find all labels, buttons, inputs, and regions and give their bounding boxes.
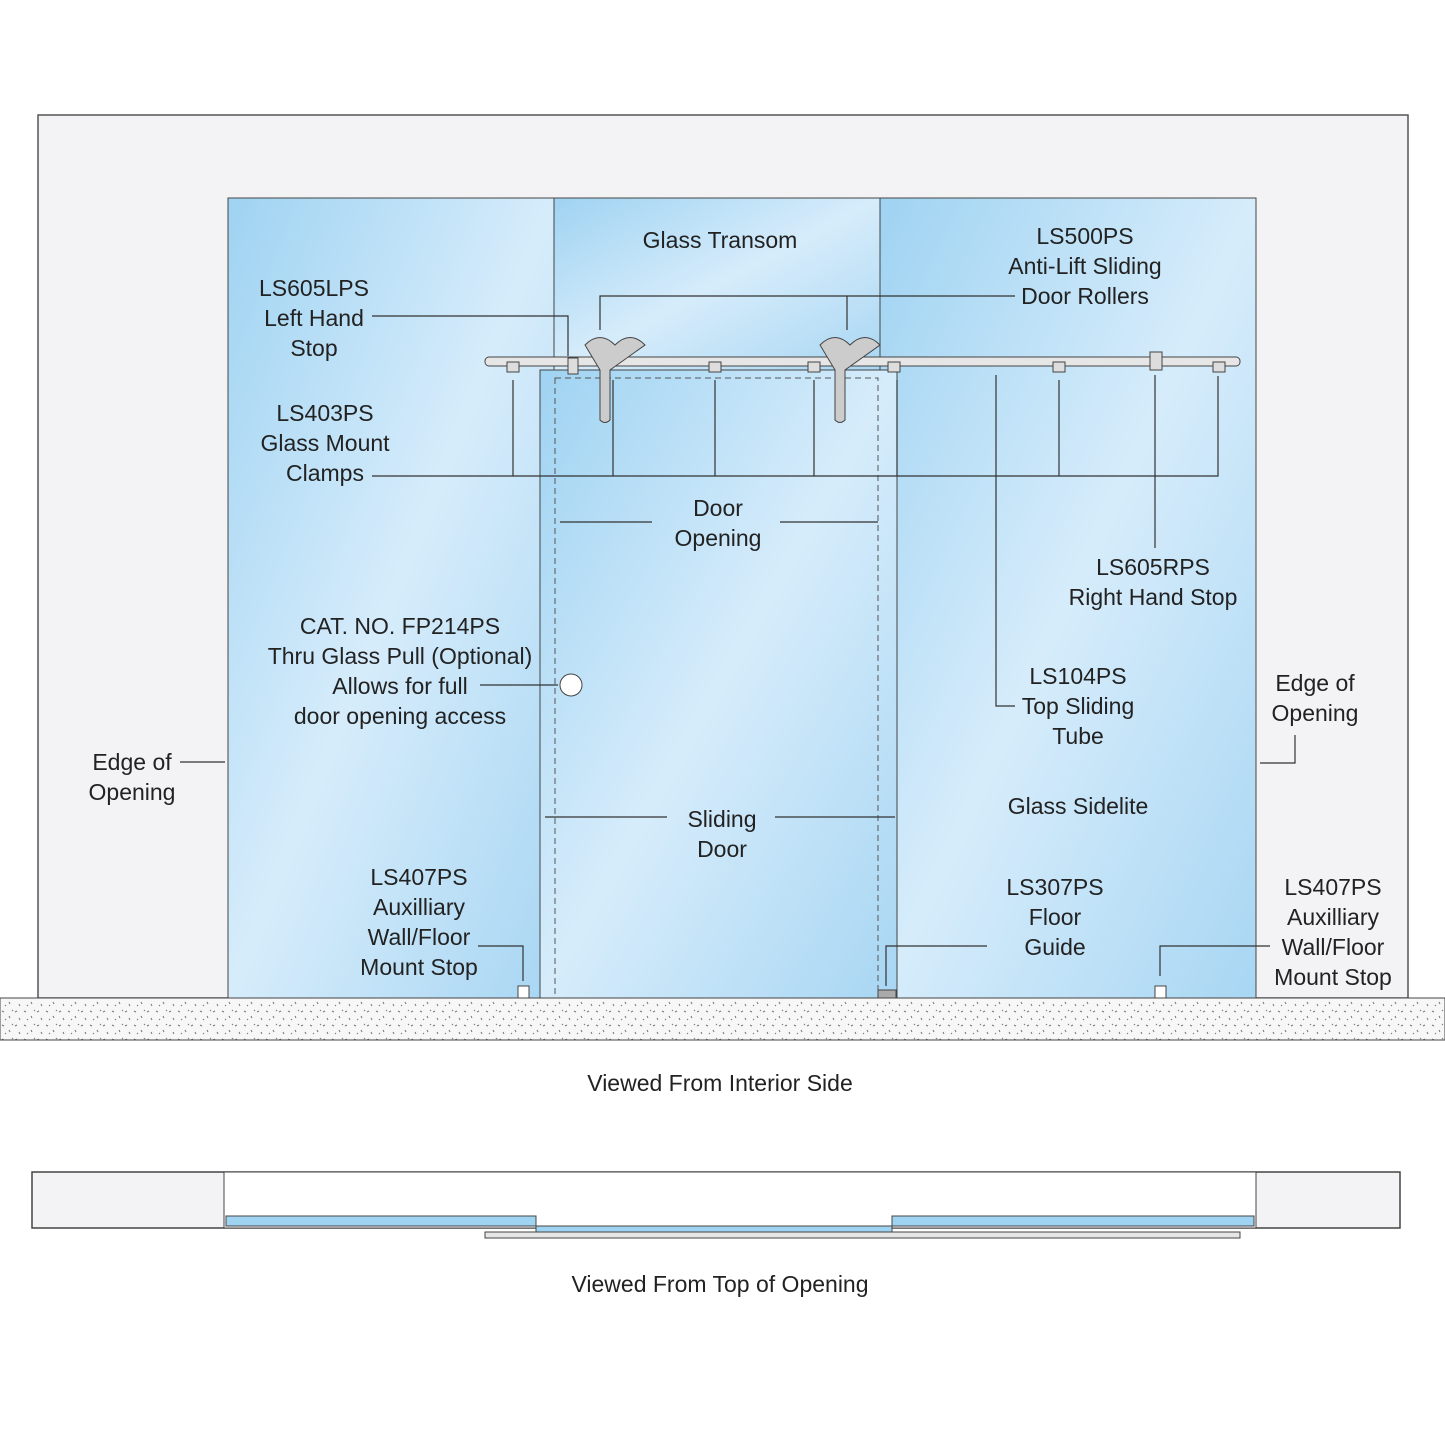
callout-text: Left Hand [264, 305, 364, 331]
caption: Viewed From Top of Opening [571, 1271, 868, 1297]
callout-text: Door Rollers [1021, 283, 1149, 309]
callout-text: door opening access [294, 703, 506, 729]
callout-text: Opening [1272, 700, 1359, 726]
plan-tube [484, 1231, 1241, 1239]
callout-text: LS307PS [1006, 874, 1103, 900]
callout-text: Glass Sidelite [1008, 793, 1149, 819]
callout-text: Wall/Floor [1282, 934, 1385, 960]
callout-text: Door [693, 495, 743, 521]
sliding-door [539, 369, 898, 999]
callout-text: Stop [290, 335, 337, 361]
callout-text: Guide [1024, 934, 1085, 960]
callout-text: Clamps [286, 460, 364, 486]
callout-text: LS407PS [1284, 874, 1381, 900]
elevation [0, 114, 1445, 1041]
right-sidelite [879, 197, 1257, 999]
callout-text: Glass Transom [643, 227, 798, 253]
glass-pull [559, 673, 583, 697]
callout-text: CAT. NO. FP214PS [300, 613, 500, 639]
callout-text: LS500PS [1036, 223, 1133, 249]
callout-text: LS605RPS [1096, 554, 1210, 580]
caption: Viewed From Interior Side [587, 1070, 852, 1096]
callout-text: Edge of [92, 749, 172, 775]
leader-lines [180, 295, 1296, 986]
plan-view [31, 1171, 1401, 1239]
callout-text: Auxilliary [1287, 904, 1380, 930]
floor-stop [1154, 985, 1167, 999]
callout-text: Wall/Floor [368, 924, 471, 950]
callout-text: Mount Stop [360, 954, 478, 980]
callout-text: LS605LPS [259, 275, 369, 301]
callout-text: LS403PS [276, 400, 373, 426]
callout-text: LS407PS [370, 864, 467, 890]
callout-text: Opening [675, 525, 762, 551]
callout-text: Glass Mount [260, 430, 390, 456]
floor-guide [877, 989, 897, 999]
rollers [584, 337, 881, 423]
floor-texture [0, 997, 1445, 1041]
callout-text: Top Sliding [1022, 693, 1135, 719]
left-sidelite [227, 197, 555, 999]
callout-text: Thru Glass Pull (Optional) [268, 643, 533, 669]
callout-text: Allows for full [332, 673, 467, 699]
callout-text: Auxilliary [373, 894, 466, 920]
callout-text: Edge of [1275, 670, 1355, 696]
plan-glass [891, 1215, 1255, 1227]
callout-text: Tube [1052, 723, 1104, 749]
floor-stop [517, 985, 530, 999]
callout-text: LS104PS [1029, 663, 1126, 689]
callout-text: Mount Stop [1274, 964, 1392, 990]
callout-text: Sliding [687, 806, 756, 832]
callout-text: Floor [1029, 904, 1082, 930]
callout-text: Door [697, 836, 747, 862]
plan-glass [225, 1215, 537, 1227]
callout-text: Opening [89, 779, 176, 805]
callout-text: Right Hand Stop [1069, 584, 1238, 610]
clamps [506, 351, 1226, 375]
callout-text: Anti-Lift Sliding [1008, 253, 1161, 279]
plan-door [535, 1225, 893, 1233]
